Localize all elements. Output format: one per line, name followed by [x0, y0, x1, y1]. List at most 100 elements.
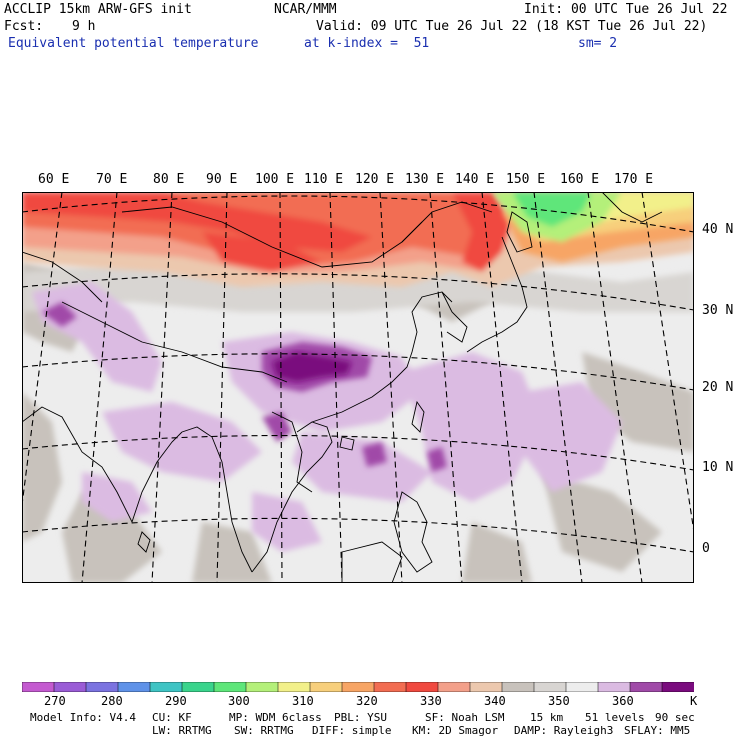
- lat-line-0: [22, 517, 694, 553]
- header-level: at k-index = 51: [304, 36, 430, 51]
- header-init-time: Init: 00 UTC Tue 26 Jul 22: [524, 2, 728, 17]
- border-indochina: [271, 411, 313, 493]
- footer-mp: MP: WDM 6class: [229, 711, 322, 724]
- lat-label-40n: 40 N: [702, 222, 734, 237]
- coast-taiwan: [411, 400, 425, 433]
- lon-label-160e: 160 E: [560, 172, 600, 187]
- lon-label-60e: 60 E: [38, 172, 70, 187]
- footer-diff: DIFF: simple: [312, 724, 392, 737]
- colorbar-tick-340: 340: [484, 694, 506, 708]
- coast-japan-north: [506, 211, 533, 253]
- colorbar-swatch: [405, 682, 439, 692]
- lon-line-140e: [481, 192, 523, 583]
- footer-sf: SF: Noah LSM: [425, 711, 505, 724]
- colorbar-swatch: [85, 682, 119, 692]
- lat-line-40n: [22, 195, 694, 233]
- lon-label-90e: 90 E: [206, 172, 238, 187]
- lat-label-0: 0: [702, 541, 710, 556]
- coastlines: [22, 192, 663, 583]
- colorbar-tick-330: 330: [420, 694, 442, 708]
- lon-label-110e: 110 E: [304, 172, 344, 187]
- footer-timestep: 90 sec: [655, 711, 695, 724]
- colorbar-swatch: [597, 682, 631, 692]
- coast-se-asia: [251, 421, 333, 573]
- footer-levels: 51 levels: [585, 711, 645, 724]
- colorbar-swatch: [213, 682, 247, 692]
- lat-label-10n: 10 N: [702, 460, 734, 475]
- colorbar-tick-360: 360: [612, 694, 634, 708]
- footer-model-info: Model Info: V4.4: [30, 711, 136, 724]
- lat-label-30n: 30 N: [702, 303, 734, 318]
- lon-label-120e: 120 E: [355, 172, 395, 187]
- coast-korea: [441, 291, 468, 343]
- lon-label-150e: 150 E: [506, 172, 546, 187]
- colorbar-swatch: [437, 682, 471, 692]
- colorbar-swatch: [501, 682, 535, 692]
- colorbar-swatch: [533, 682, 567, 692]
- lon-line-100e: [279, 192, 283, 583]
- footer-resolution: 15 km: [530, 711, 564, 724]
- colorbar: [22, 682, 694, 692]
- colorbar-swatch: [373, 682, 407, 692]
- lon-line-80e: [151, 192, 173, 583]
- border-central-asia: [22, 251, 103, 303]
- lat-line-20n: [22, 353, 694, 391]
- coast-arabia-india: [22, 406, 183, 524]
- colorbar-swatch: [661, 682, 694, 692]
- lat-line-10n: [22, 435, 694, 471]
- header-smoothing: sm= 2: [578, 36, 618, 51]
- colorbar-tick-290: 290: [165, 694, 187, 708]
- coast-hainan: [339, 436, 355, 451]
- coast-borneo: [341, 541, 403, 583]
- colorbar-swatch: [245, 682, 279, 692]
- colorbar-tick-280: 280: [101, 694, 123, 708]
- border-mongolia: [121, 206, 423, 268]
- colorbar-swatch: [117, 682, 151, 692]
- graticule: [22, 192, 694, 583]
- header-valid-time: Valid: 09 UTC Tue 26 Jul 22 (18 KST Tue …: [316, 19, 708, 34]
- colorbar-swatch: [565, 682, 599, 692]
- lon-label-70e: 70 E: [96, 172, 128, 187]
- lat-line-30n: [22, 273, 694, 311]
- colorbar-swatch: [341, 682, 375, 692]
- lat-label-20n: 20 N: [702, 380, 734, 395]
- colorbar-swatch: [309, 682, 343, 692]
- header-field-name: Equivalent potential temperature: [8, 36, 259, 51]
- colorbar-swatch: [22, 682, 55, 692]
- coast-philippines: [393, 491, 433, 573]
- coast-kamchatka: [601, 192, 663, 223]
- colorbar-tick-310: 310: [292, 694, 314, 708]
- colorbar-swatch: [181, 682, 215, 692]
- lon-label-170e: 170 E: [614, 172, 654, 187]
- lon-label-140e: 140 E: [455, 172, 495, 187]
- colorbar-tick-270: 270: [44, 694, 66, 708]
- map-frame: [22, 192, 694, 583]
- colorbar-swatch: [149, 682, 183, 692]
- colorbar-tick-350: 350: [548, 694, 570, 708]
- lon-line-130e: [429, 192, 463, 583]
- lon-label-130e: 130 E: [405, 172, 445, 187]
- northeast-pacific-front: [492, 192, 694, 262]
- footer-sflay: SFLAY: MM5: [624, 724, 691, 737]
- lon-label-80e: 80 E: [153, 172, 185, 187]
- colorbar-swatch: [53, 682, 87, 692]
- footer-sw: SW: RRTMG: [234, 724, 294, 737]
- footer-damp: DAMP: Rayleigh3: [514, 724, 614, 737]
- coast-china: [311, 291, 453, 423]
- lon-line-60e: [22, 192, 63, 510]
- lon-line-120e: [379, 192, 403, 583]
- lon-label-100e: 100 E: [255, 172, 295, 187]
- coast-sri-lanka: [137, 531, 151, 553]
- lon-line-150e: [533, 192, 583, 583]
- colorbar-tick-320: 320: [356, 694, 378, 708]
- tropical-core-areas: [272, 352, 352, 382]
- footer-pbl: PBL: YSU: [334, 711, 387, 724]
- header-fcst-label: Fcst:: [4, 19, 44, 34]
- header-organization: NCAR/MMM: [274, 2, 337, 17]
- lon-line-90e: [216, 192, 228, 583]
- lon-line-110e: [329, 192, 343, 583]
- lon-line-170e: [641, 192, 694, 533]
- lon-line-70e: [81, 192, 118, 583]
- colorbar-swatch: [629, 682, 663, 692]
- footer-km: KM: 2D Smagor: [412, 724, 499, 737]
